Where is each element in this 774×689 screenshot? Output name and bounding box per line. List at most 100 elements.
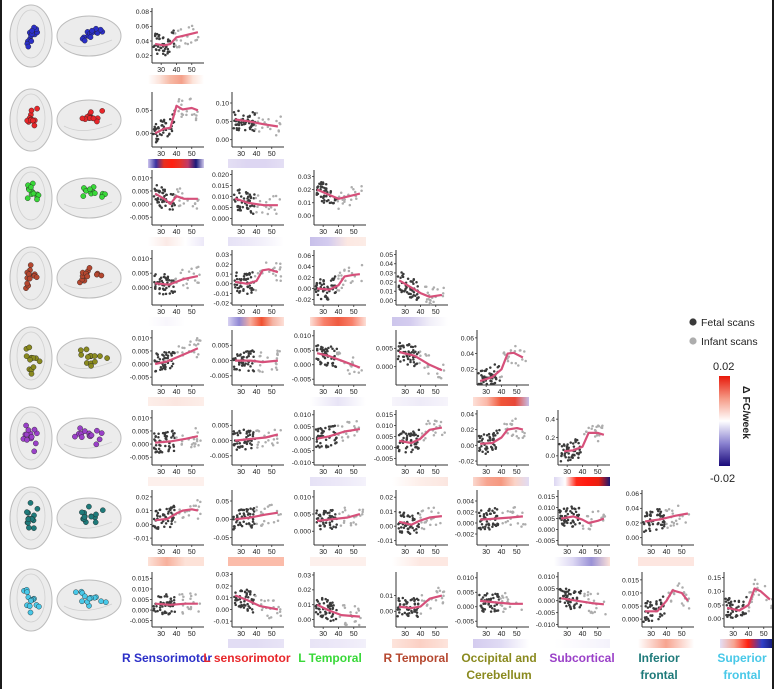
fetal-point bbox=[156, 52, 159, 55]
x-tick-label: 40 bbox=[579, 549, 587, 556]
fetal-point bbox=[397, 522, 400, 526]
fetal-point bbox=[168, 117, 172, 121]
fetal-point bbox=[558, 442, 561, 446]
x-tick-label: 50 bbox=[350, 469, 358, 476]
fetal-point bbox=[170, 522, 173, 526]
infant-point bbox=[347, 420, 351, 424]
trend-curve bbox=[155, 602, 198, 606]
infant-point bbox=[352, 521, 355, 524]
infant-point bbox=[195, 439, 199, 443]
infant-point bbox=[271, 272, 275, 276]
fetal-point bbox=[488, 436, 492, 439]
trend-curve bbox=[317, 273, 361, 291]
fetal-point bbox=[315, 284, 318, 287]
network-label-2: L Temporal bbox=[298, 651, 362, 665]
fetal-point bbox=[324, 612, 327, 616]
trend-curve bbox=[560, 515, 605, 525]
infant-point bbox=[419, 354, 422, 357]
fetal-point bbox=[314, 611, 318, 614]
infant-point bbox=[506, 359, 510, 363]
infant-point bbox=[279, 266, 282, 269]
fetal-point bbox=[162, 275, 166, 279]
fetal-point bbox=[324, 597, 327, 601]
fetal-point bbox=[478, 446, 481, 450]
network-label-6: Inferior bbox=[638, 651, 680, 665]
fetal-point bbox=[489, 610, 493, 613]
fetal-point bbox=[485, 523, 488, 526]
fetal-point bbox=[316, 358, 320, 361]
y-tick-label: 0.000 bbox=[132, 441, 149, 448]
fetal-point bbox=[405, 290, 409, 294]
infant-point bbox=[192, 437, 196, 441]
y-tick-label: 0.000 bbox=[132, 607, 149, 614]
fetal-point bbox=[729, 602, 732, 606]
x-tick-label: 50 bbox=[350, 229, 358, 236]
infant-point bbox=[188, 343, 191, 347]
fetal-point bbox=[244, 604, 247, 607]
infant-point bbox=[341, 439, 345, 442]
y-tick-label: -0.01 bbox=[214, 619, 230, 626]
fetal-point bbox=[329, 425, 333, 428]
fetal-point bbox=[649, 510, 652, 513]
fetal-point bbox=[324, 347, 327, 351]
fetal-point bbox=[246, 273, 250, 276]
fetal-point bbox=[245, 588, 249, 592]
infant-point bbox=[343, 508, 347, 512]
fetal-point bbox=[315, 440, 319, 443]
infant-point bbox=[275, 212, 278, 216]
y-tick-label: 0.04 bbox=[461, 351, 474, 358]
infant-point bbox=[178, 508, 181, 511]
trend-curve bbox=[316, 428, 361, 440]
fetal-point bbox=[166, 354, 170, 357]
y-tick-label: 0.01 bbox=[380, 593, 393, 600]
trend-curve bbox=[398, 350, 443, 372]
infant-point bbox=[180, 593, 184, 596]
fetal-point bbox=[577, 456, 580, 459]
infant-point bbox=[266, 212, 270, 216]
fetal-point bbox=[726, 610, 730, 614]
fetal-point bbox=[320, 283, 323, 287]
fetal-point bbox=[163, 272, 166, 276]
fetal-point bbox=[487, 526, 490, 529]
infant-point bbox=[264, 201, 268, 204]
infant-point bbox=[184, 42, 187, 45]
fetal-point bbox=[575, 602, 578, 605]
network-label-4: Occipital and bbox=[461, 651, 536, 665]
fetal-point bbox=[409, 444, 413, 447]
infant-point bbox=[344, 621, 347, 625]
fetal-point bbox=[164, 522, 168, 525]
fetal-point bbox=[561, 594, 565, 598]
infant-point bbox=[266, 125, 270, 129]
infant-point bbox=[273, 428, 277, 432]
infant-point bbox=[435, 590, 438, 593]
fetal-point bbox=[240, 364, 244, 367]
trend-curve bbox=[154, 104, 199, 135]
fetal-point bbox=[331, 607, 334, 611]
infant-point bbox=[189, 607, 192, 611]
fetal-point bbox=[485, 520, 489, 523]
fetal-point bbox=[414, 350, 417, 354]
fetal-point bbox=[481, 526, 485, 529]
infant-point bbox=[340, 274, 343, 277]
fetal-point bbox=[335, 436, 338, 440]
fetal-point bbox=[232, 365, 236, 368]
fetal-point bbox=[642, 520, 645, 524]
infant-point bbox=[341, 202, 345, 205]
fetal-point bbox=[238, 278, 241, 281]
infant-point bbox=[190, 267, 193, 271]
fetal-point bbox=[159, 601, 162, 604]
fetal-point bbox=[326, 350, 329, 353]
fetal-point bbox=[569, 441, 572, 444]
fetal-point bbox=[560, 514, 564, 518]
fetal-point bbox=[155, 37, 159, 40]
y-tick-label: 0.005 bbox=[294, 511, 311, 518]
rate-colorstrips bbox=[148, 75, 772, 648]
infant-point bbox=[260, 608, 264, 612]
infant-point bbox=[197, 505, 201, 508]
infant-point bbox=[441, 590, 445, 594]
fetal-point bbox=[727, 597, 731, 600]
infant-point bbox=[581, 524, 585, 527]
x-tick-label: 50 bbox=[350, 309, 358, 316]
